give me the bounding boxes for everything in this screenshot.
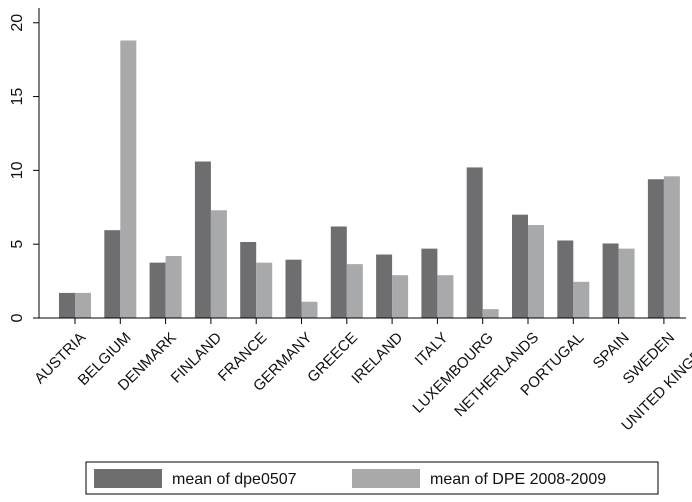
bar-dpe0507-denmark <box>149 262 166 318</box>
bar-dpe0507-luxembourg <box>466 167 483 318</box>
legend-label: mean of DPE 2008-2009 <box>430 471 606 488</box>
legend-swatch <box>94 469 162 488</box>
legend: mean of dpe0507 mean of DPE 2008-2009 <box>85 461 659 495</box>
bar-dpe0507-belgium <box>104 230 121 318</box>
x-tick-label: FINLAND <box>168 329 226 387</box>
bar-dpe2008-2009-germany <box>301 301 318 318</box>
y-tick-label: 10 <box>9 161 26 179</box>
bar-dpe2008-2009-sweden <box>663 176 680 318</box>
legend-label: mean of dpe0507 <box>172 471 297 488</box>
y-tick-label: 15 <box>9 88 26 106</box>
y-tick-label: 5 <box>9 240 26 249</box>
bar-dpe0507-ireland <box>376 254 393 318</box>
bar-dpe2008-2009-luxembourg <box>482 309 499 318</box>
bar-dpe0507-austria <box>59 292 75 318</box>
x-tick-label: SPAIN <box>590 329 633 372</box>
bar-dpe0507-portugal <box>557 240 574 318</box>
bar-dpe2008-2009-netherlands <box>528 225 544 318</box>
x-tick-label: ITALY <box>412 329 452 369</box>
bar-dpe0507-france <box>240 241 257 318</box>
bar-dpe2008-2009-austria <box>75 292 91 318</box>
bar-dpe2008-2009-france <box>256 262 273 318</box>
axes <box>38 8 686 319</box>
x-axis-ticks: AUSTRIABELGIUMDENMARKFINLANDFRANCEGERMAN… <box>31 318 692 434</box>
y-axis-ticks: 0 5 10 15 20 <box>9 14 39 322</box>
bar-dpe2008-2009-portugal <box>573 281 590 318</box>
y-tick-label: 20 <box>9 14 26 32</box>
bar-dpe0507-sweden <box>647 179 664 318</box>
bars-layer <box>59 40 680 318</box>
bar-dpe2008-2009-finland <box>210 210 227 318</box>
x-tick-label: NETHERLANDS <box>451 329 542 420</box>
bar-dpe2008-2009-belgium <box>120 40 137 318</box>
x-tick-label: LUXEMBOURG <box>409 329 496 416</box>
bar-dpe0507-spain <box>602 243 619 318</box>
bar-dpe0507-greece <box>330 226 347 318</box>
bar-dpe2008-2009-italy <box>437 275 454 318</box>
bar-dpe0507-netherlands <box>512 214 528 318</box>
bar-dpe2008-2009-ireland <box>392 275 409 318</box>
bar-dpe2008-2009-greece <box>346 264 363 318</box>
bar-dpe2008-2009-denmark <box>165 256 182 318</box>
bar-dpe0507-finland <box>194 161 211 318</box>
y-tick-label: 0 <box>9 313 26 322</box>
bar-dpe0507-italy <box>421 248 438 318</box>
bar-dpe0507-germany <box>285 259 302 318</box>
legend-swatch <box>352 469 420 488</box>
bar-dpe2008-2009-spain <box>618 248 635 318</box>
